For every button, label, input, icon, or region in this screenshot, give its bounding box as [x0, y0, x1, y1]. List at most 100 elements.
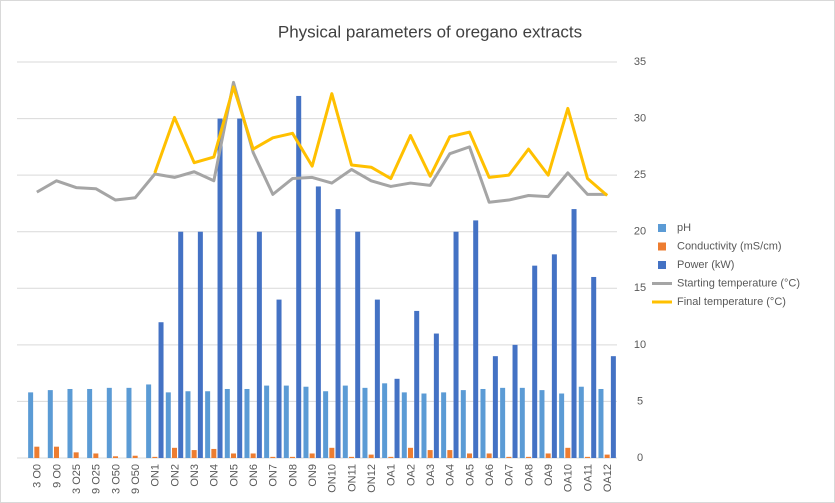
bar	[421, 393, 427, 458]
x-tick-label: OA3	[425, 464, 437, 486]
bar	[447, 450, 453, 458]
x-tick-label: ON5	[228, 464, 240, 487]
bar	[54, 446, 59, 458]
bar	[453, 231, 459, 458]
x-tick-label: 9 O25	[91, 464, 103, 494]
bar	[146, 384, 152, 458]
bar	[178, 231, 184, 458]
x-tick-label: 3 O0	[32, 464, 44, 488]
bar	[382, 383, 388, 458]
x-tick-label: ON10	[327, 464, 339, 493]
x-tick-label: ON7	[268, 464, 280, 487]
bar	[571, 209, 577, 458]
bar	[551, 254, 557, 458]
bar	[283, 385, 289, 458]
bar	[388, 456, 394, 458]
bar	[73, 452, 79, 458]
bar	[211, 448, 217, 458]
bar	[152, 456, 158, 458]
x-tick-label: ON2	[169, 464, 181, 487]
legend-label: pH	[677, 222, 691, 234]
bar	[296, 95, 302, 458]
bar	[250, 453, 256, 458]
x-tick-label: ON12	[366, 464, 378, 493]
legend-label: Final temperature (°C)	[677, 296, 786, 308]
bar	[355, 231, 361, 458]
bar	[237, 118, 243, 459]
y-tick-label: 15	[634, 282, 646, 294]
x-tick-label: ON1	[150, 464, 162, 487]
x-tick-label: 9 O50	[130, 464, 142, 494]
line	[153, 85, 609, 197]
line	[36, 80, 608, 204]
bar	[427, 450, 433, 458]
bar	[349, 456, 354, 458]
bar	[309, 453, 315, 458]
chart-title: Physical parameters of oregano extracts	[278, 22, 582, 41]
bar	[480, 388, 486, 458]
bar	[433, 333, 439, 458]
y-tick-label: 35	[634, 56, 646, 68]
bar	[492, 356, 498, 458]
x-tick-label: OA10	[563, 464, 575, 492]
bar	[106, 387, 112, 458]
y-tick-label: 0	[637, 452, 643, 464]
bar	[93, 453, 99, 458]
bar	[244, 388, 250, 458]
x-tick-label: ON11	[346, 464, 358, 492]
bar	[578, 386, 584, 458]
bar	[441, 392, 447, 458]
bar	[126, 387, 132, 458]
bar	[185, 391, 191, 458]
legend-swatch	[658, 242, 666, 251]
x-tick-label: OA6	[484, 464, 496, 486]
bar	[368, 454, 374, 458]
bar	[323, 391, 329, 458]
bar	[342, 385, 348, 458]
x-tick-label: OA9	[543, 464, 555, 486]
bar	[486, 453, 492, 458]
bar	[172, 447, 177, 458]
legend-label: Power (kW)	[677, 259, 734, 271]
x-tick-label: 9 O0	[51, 464, 63, 488]
bar	[506, 456, 512, 458]
bar	[565, 447, 571, 458]
x-tick-label: ON4	[209, 464, 221, 487]
bar	[500, 387, 506, 458]
bar	[315, 186, 321, 458]
bar	[197, 231, 203, 458]
bar	[545, 453, 551, 458]
bar	[303, 386, 309, 458]
bar	[394, 378, 400, 458]
bar	[526, 456, 531, 458]
bar	[414, 310, 420, 458]
bar	[224, 388, 230, 458]
y-tick-label: 25	[634, 169, 646, 181]
y-tick-label: 10	[634, 339, 646, 351]
bar	[217, 118, 223, 459]
bar	[231, 453, 236, 458]
x-tick-label: ON8	[287, 464, 299, 487]
bar	[87, 388, 93, 458]
bar	[276, 299, 282, 458]
bar	[408, 447, 413, 458]
bar	[191, 450, 197, 458]
x-tick-label: OA12	[602, 464, 614, 492]
bar	[539, 390, 545, 458]
bar	[270, 456, 276, 458]
y-tick-label: 20	[634, 226, 646, 238]
bar	[165, 392, 171, 458]
x-tick-label: ON6	[248, 464, 260, 487]
legend-swatch	[658, 224, 666, 232]
y-tick-label: 5	[637, 395, 643, 407]
bar	[256, 231, 262, 458]
x-tick-label: OA2	[405, 464, 417, 486]
bar	[264, 385, 270, 458]
bar	[34, 446, 40, 458]
bar	[473, 220, 479, 458]
bar	[401, 392, 407, 458]
bar	[132, 455, 138, 458]
x-tick-label: OA11	[582, 464, 594, 491]
bar	[158, 322, 164, 458]
